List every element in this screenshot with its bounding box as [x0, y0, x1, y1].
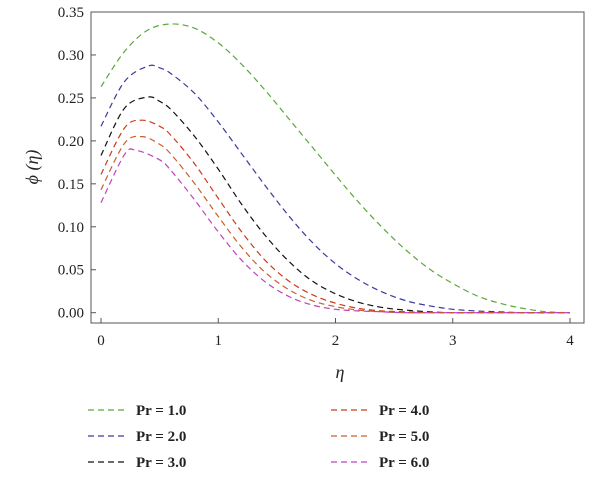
y-tick-label: 0.15	[58, 177, 84, 193]
series-line-4	[100, 119, 570, 314]
legend-label: Pr = 6.0	[379, 455, 429, 471]
series-line-5	[100, 135, 570, 314]
series-line-6	[100, 148, 570, 314]
y-tick-label: 0.05	[58, 263, 84, 279]
y-tick-label: 0.10	[58, 220, 84, 236]
legend-label: Pr = 2.0	[136, 429, 186, 445]
x-tick-label: 0	[97, 333, 105, 349]
legend-item: Pr = 4.0	[331, 403, 429, 419]
y-tick-label: 0.35	[58, 5, 84, 21]
legend-item: Pr = 6.0	[331, 455, 429, 471]
y-axis-title: ϕ (η)	[22, 150, 43, 185]
legend-item: Pr = 1.0	[88, 403, 186, 419]
x-tick-label: 1	[215, 333, 223, 349]
legend-label: Pr = 3.0	[136, 455, 186, 471]
legend-item: Pr = 3.0	[88, 455, 186, 471]
x-tick-label: 3	[449, 333, 457, 349]
plot-frame	[90, 11, 585, 324]
y-tick-label: 0.30	[58, 48, 84, 64]
y-tick-label: 0.00	[58, 306, 84, 322]
series-line-3	[100, 96, 570, 314]
ticks-layer: 0.00 0.05 0.10 0.15 0.20 0.25 0.30 0.35 0 1 2 3 4	[58, 5, 575, 349]
legend-item: Pr = 5.0	[331, 429, 429, 445]
x-tick-label: 2	[332, 333, 340, 349]
series-line-1	[100, 23, 571, 314]
series-layer	[100, 23, 571, 314]
legend-label: Pr = 5.0	[379, 429, 429, 445]
legend-label: Pr = 1.0	[136, 403, 186, 419]
y-tick-label: 0.25	[58, 91, 84, 107]
y-tick-label: 0.20	[58, 134, 84, 150]
x-tick-label: 4	[566, 333, 574, 349]
legend-label: Pr = 4.0	[379, 403, 429, 419]
legend-item: Pr = 2.0	[88, 429, 186, 445]
legend: Pr = 1.0 Pr = 2.0 Pr = 3.0 Pr = 4.0 Pr = 5.0…	[88, 403, 429, 471]
series-line-2	[100, 64, 570, 314]
x-axis-title: η	[336, 362, 345, 382]
